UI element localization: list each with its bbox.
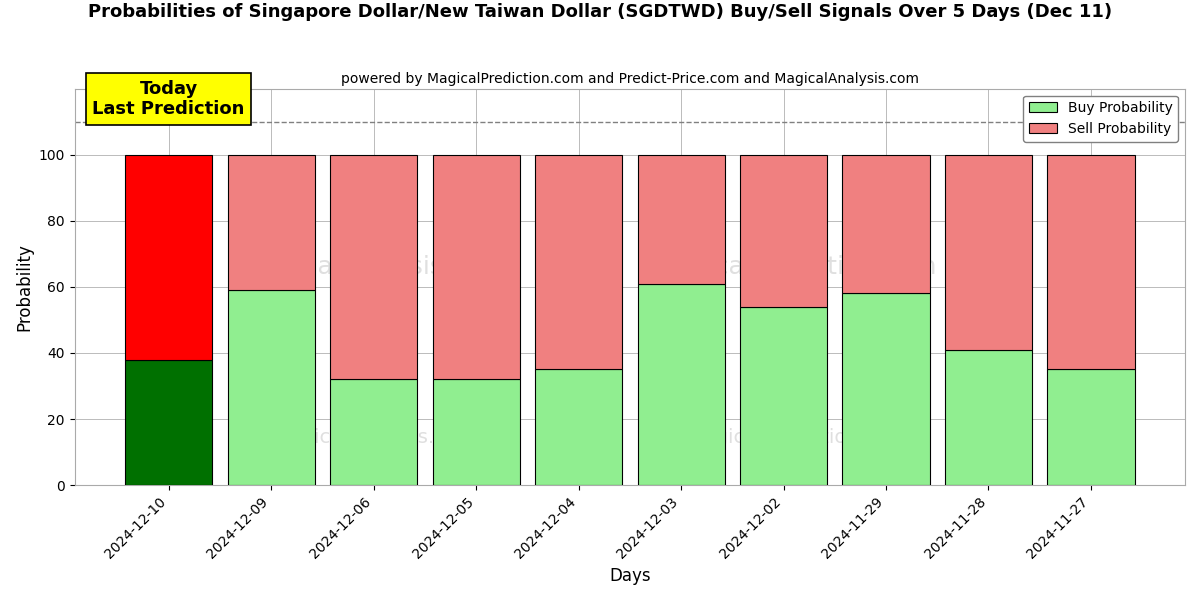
Bar bbox=[740, 155, 827, 307]
Bar bbox=[228, 290, 314, 485]
Bar bbox=[330, 379, 418, 485]
Text: Today
Last Prediction: Today Last Prediction bbox=[92, 80, 245, 118]
Bar bbox=[842, 293, 930, 485]
Text: MagicalAnalysis.com: MagicalAnalysis.com bbox=[245, 255, 505, 279]
Bar bbox=[535, 370, 622, 485]
Y-axis label: Probability: Probability bbox=[16, 243, 34, 331]
Text: MagicalPrediction.com: MagicalPrediction.com bbox=[655, 255, 937, 279]
Legend: Buy Probability, Sell Probability: Buy Probability, Sell Probability bbox=[1024, 95, 1178, 142]
Bar bbox=[125, 155, 212, 359]
X-axis label: Days: Days bbox=[610, 567, 650, 585]
Bar bbox=[637, 284, 725, 485]
Text: MagicalPrediction.com: MagicalPrediction.com bbox=[686, 428, 906, 447]
Bar bbox=[228, 155, 314, 290]
Bar bbox=[944, 155, 1032, 350]
Bar bbox=[1048, 370, 1134, 485]
Bar bbox=[432, 155, 520, 379]
Text: Probabilities of Singapore Dollar/New Taiwan Dollar (SGDTWD) Buy/Sell Signals Ov: Probabilities of Singapore Dollar/New Ta… bbox=[88, 3, 1112, 21]
Bar bbox=[740, 307, 827, 485]
Bar bbox=[432, 379, 520, 485]
Bar bbox=[637, 155, 725, 284]
Bar bbox=[1048, 155, 1134, 370]
Text: MagicalAnalysis.com: MagicalAnalysis.com bbox=[274, 428, 476, 447]
Bar bbox=[944, 350, 1032, 485]
Bar bbox=[535, 155, 622, 370]
Bar bbox=[125, 359, 212, 485]
Bar bbox=[842, 155, 930, 293]
Title: powered by MagicalPrediction.com and Predict-Price.com and MagicalAnalysis.com: powered by MagicalPrediction.com and Pre… bbox=[341, 72, 919, 86]
Bar bbox=[330, 155, 418, 379]
